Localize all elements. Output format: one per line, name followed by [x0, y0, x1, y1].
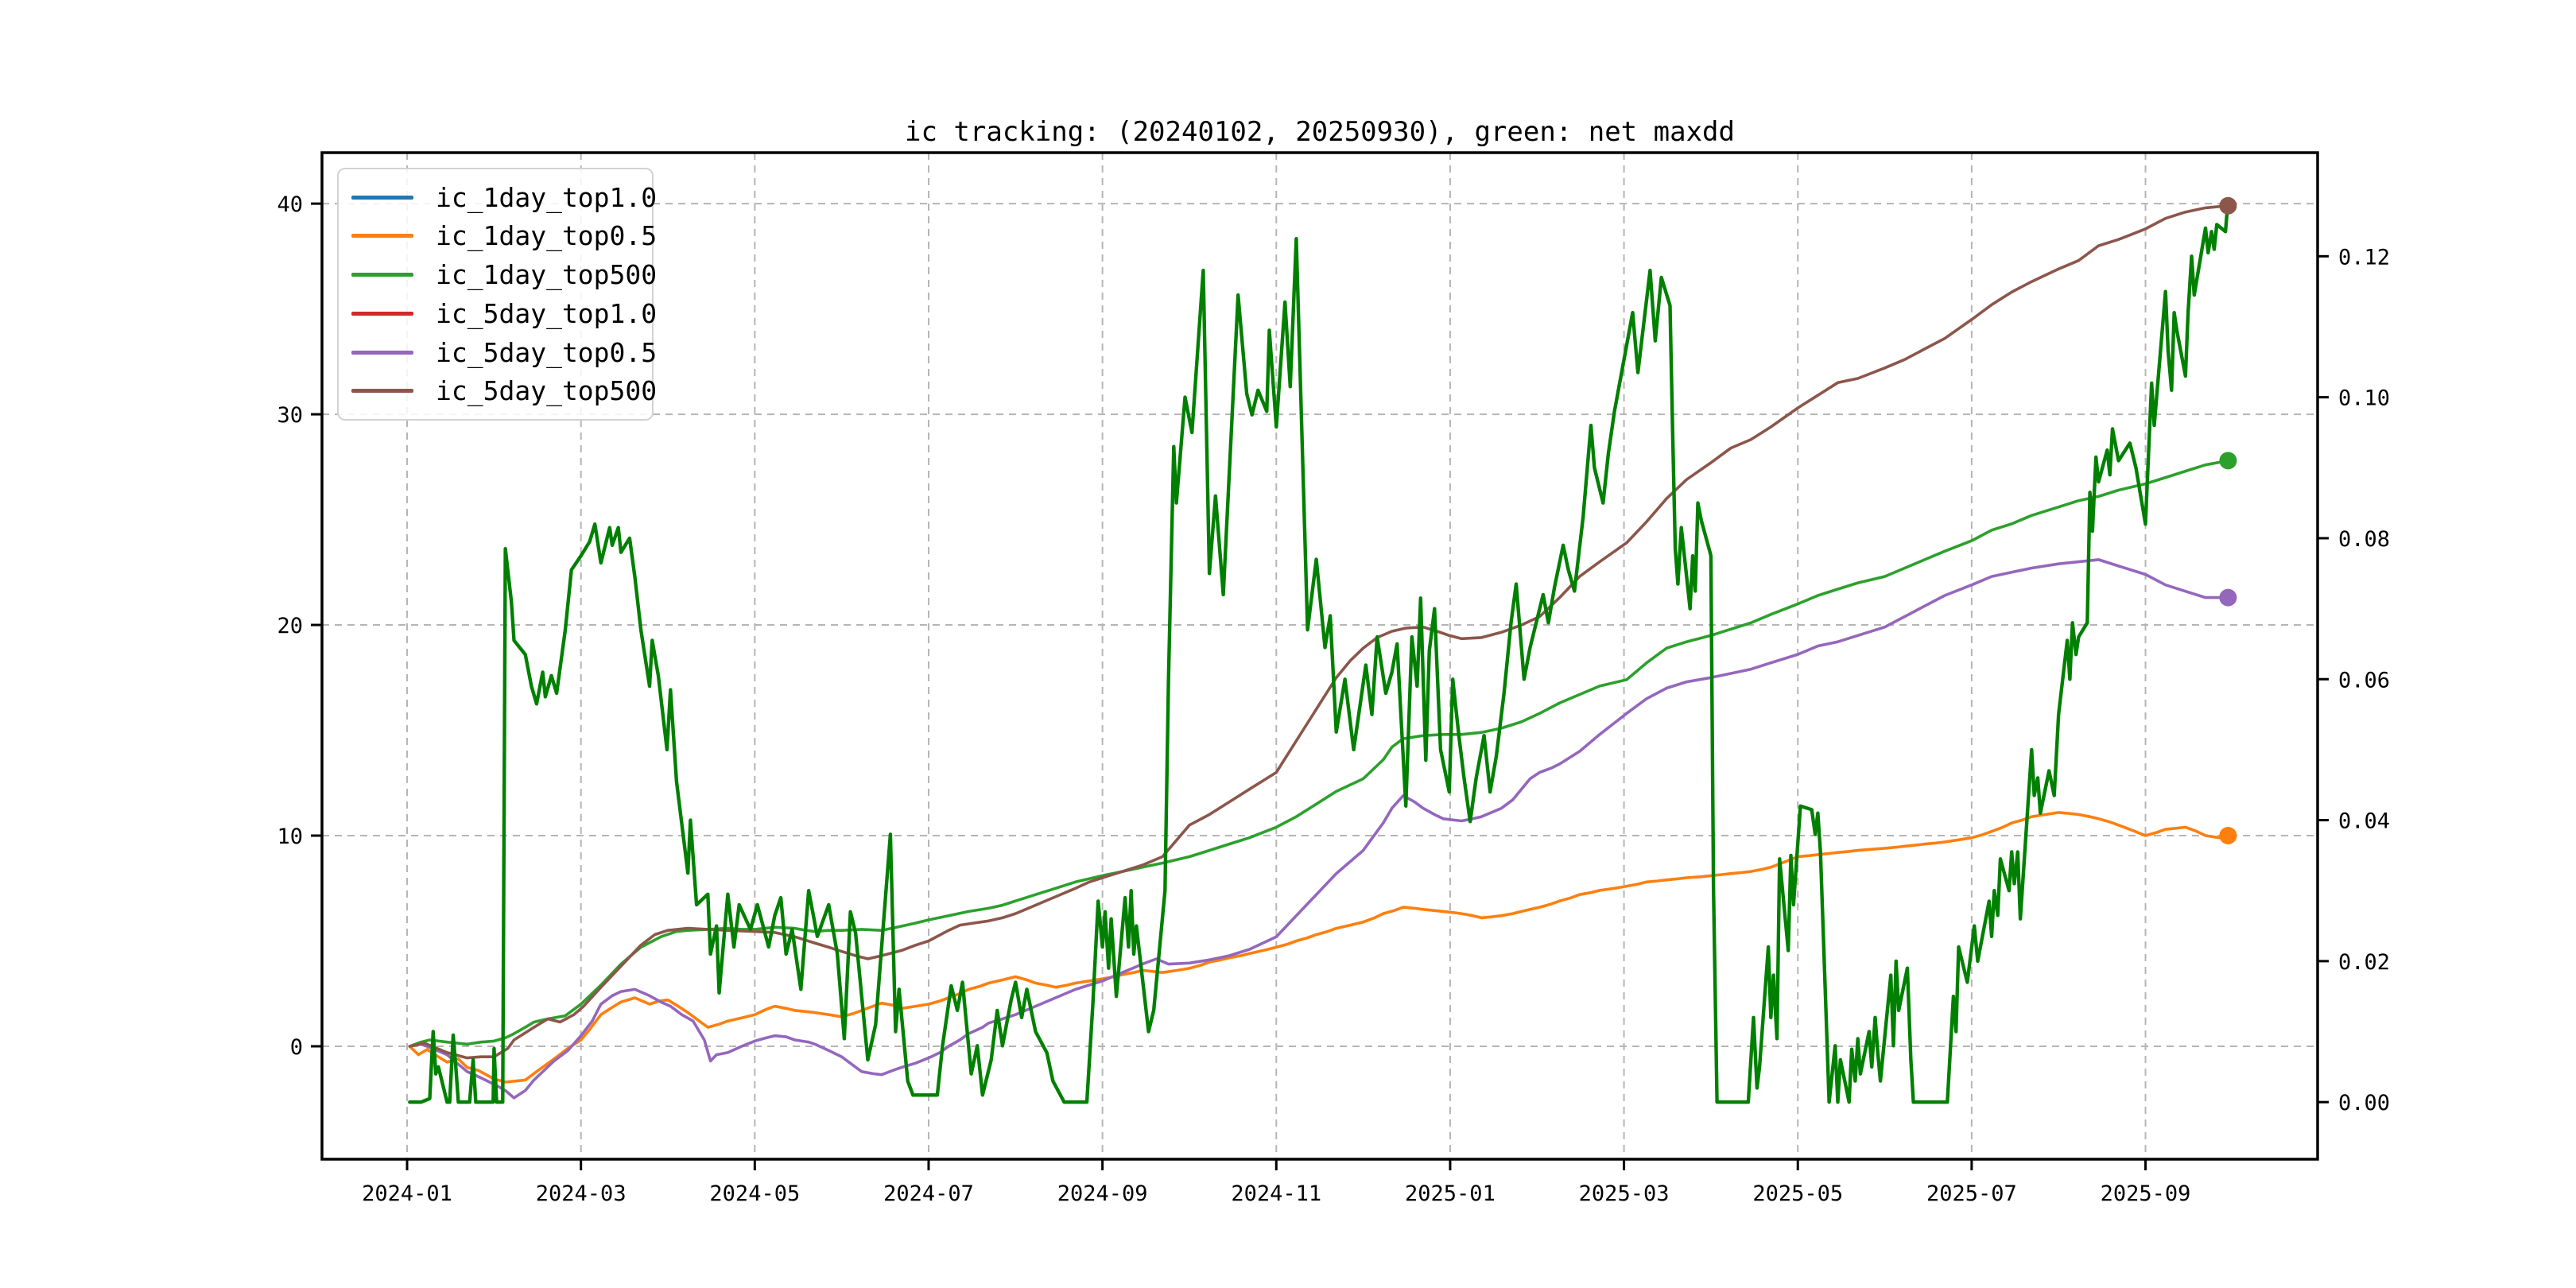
legend-item-label: ic_1day_top500	[436, 259, 658, 291]
legend-swatch-line	[351, 311, 413, 316]
y-left-tick-label: 30	[277, 403, 303, 428]
series-end-dot-ic_5day_top0.5	[2219, 588, 2237, 607]
plot-border	[320, 151, 2319, 1161]
legend-item-label: ic_1day_top0.5	[436, 220, 658, 252]
x-axis-tick-label: 2025-09	[2101, 1181, 2191, 1206]
grid-lines	[322, 153, 2318, 1159]
legend-item-label: ic_1day_top1.0	[436, 181, 658, 213]
x-axis-tick-label: 2025-01	[1405, 1181, 1496, 1206]
y-left-tick-label: 40	[277, 192, 303, 217]
axis-tick-labels: 2024-01 2024-03 2024-05 2024-07 2024-09 2024-…	[277, 192, 2390, 1206]
y-right-tick-label: 0.10	[2338, 386, 2390, 411]
series-line-ic_1day_top500	[408, 459, 2230, 1048]
legend-item: ic_1day_top0.5	[339, 220, 657, 251]
y-right-tick-label: 0.12	[2338, 245, 2390, 270]
chart-title: ic tracking: (20240102, 20250930), green…	[905, 116, 1735, 148]
legend-item: ic_1day_top1.0	[339, 182, 657, 213]
y-right-tick-label: 0.04	[2338, 809, 2390, 834]
y-right-tick-label: 0.06	[2338, 668, 2390, 692]
axes-frame	[320, 151, 2319, 1161]
y-right-tick-label: 0.02	[2338, 950, 2390, 975]
x-axis-tick-label: 2024-09	[1057, 1181, 1148, 1206]
x-axis-tick-label: 2024-05	[709, 1181, 800, 1206]
x-axis-tick-label: 2024-11	[1231, 1181, 1321, 1206]
series-line-net_maxdd	[408, 198, 2230, 1104]
legend-item: ic_5day_top500	[339, 375, 657, 406]
y-left-tick-label: 10	[277, 824, 303, 849]
x-axis-tick-label: 2024-01	[362, 1181, 452, 1206]
legend-item: ic_1day_top500	[339, 259, 657, 290]
legend-item: ic_5day_top1.0	[339, 298, 657, 329]
x-axis-tick-label: 2024-07	[883, 1181, 974, 1206]
y-right-tick-label: 0.08	[2338, 527, 2390, 552]
series-end-dot-ic_5day_top500	[2219, 196, 2237, 215]
legend-item-label: ic_5day_top0.5	[436, 336, 658, 368]
legend-swatch-line	[351, 273, 413, 277]
legend-swatch-line	[351, 234, 413, 239]
legend-swatch-line	[351, 389, 413, 394]
legend-item: ic_5day_top0.5	[339, 337, 657, 368]
legend: ic_1day_top1.0 ic_1day_top0.5 ic_1day_top5…	[337, 168, 657, 421]
series-line-ic_5day_top500	[408, 204, 2230, 1060]
legend-item-label: ic_5day_top1.0	[436, 297, 658, 329]
series-line-ic_1day_top0.5	[408, 811, 2230, 1084]
series-lines	[408, 196, 2237, 1104]
y-right-tick-label: 0.00	[2338, 1091, 2390, 1115]
x-axis-tick-label: 2024-03	[536, 1181, 627, 1206]
axis-ticks	[311, 202, 2329, 1170]
legend-swatch-line	[351, 195, 413, 200]
series-end-dot-ic_1day_top500	[2219, 452, 2237, 470]
x-axis-tick-label: 2025-05	[1752, 1181, 1843, 1206]
series-end-dot-ic_1day_top0.5	[2219, 827, 2237, 845]
y-left-tick-label: 0	[290, 1035, 303, 1060]
x-axis-tick-label: 2025-07	[1926, 1181, 2017, 1206]
legend-swatch-line	[351, 350, 413, 355]
y-left-tick-label: 20	[277, 614, 303, 638]
legend-item-label: ic_5day_top500	[436, 375, 658, 407]
x-axis-tick-label: 2025-03	[1579, 1181, 1670, 1206]
